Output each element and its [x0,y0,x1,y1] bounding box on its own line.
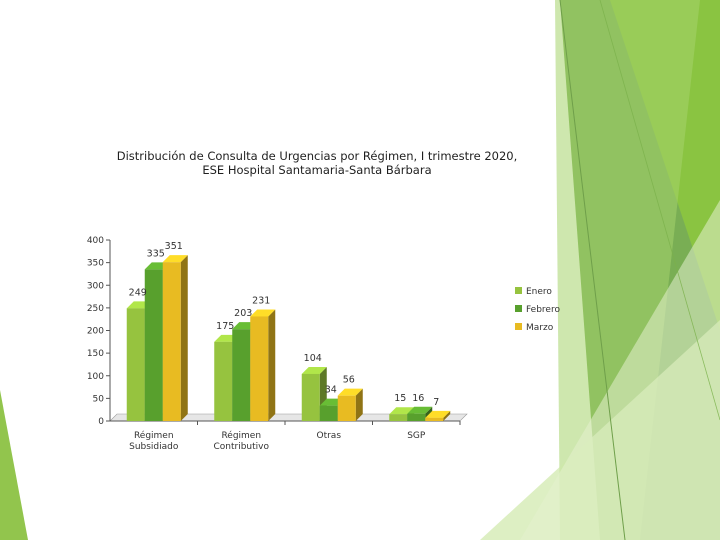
data-label: 175 [216,321,234,332]
bar-front [425,417,444,421]
bar-front [214,341,233,421]
legend-swatch [515,305,522,312]
bar-front [232,329,251,421]
bar [250,309,276,421]
bar [425,410,451,421]
deco-thin-line-b [599,0,720,421]
bar-top [389,407,415,415]
bar-front [162,262,181,421]
y-tick-label: 300 [87,281,104,291]
legend-swatch [515,323,522,330]
chart-legend: Enero Febrero Marzo [515,287,560,333]
x-category-label: Régimen [221,430,261,441]
bar-front [144,269,163,421]
bar-side [443,410,451,421]
chart-title-line: Distribución de Consulta de Urgencias po… [117,149,518,163]
data-label: 351 [165,241,183,252]
data-label: 335 [147,248,165,259]
y-tick-label: 150 [87,349,104,359]
bar-front [250,316,269,421]
data-label: 15 [394,393,406,404]
x-category-label: Otras [316,431,341,441]
legend-label: Febrero [526,305,560,315]
y-tick-label: 50 [93,394,105,404]
x-category-label: Régimen [134,430,174,441]
bar-front [301,373,320,421]
legend-label: Enero [526,287,552,297]
chart-bars [126,255,451,421]
x-category-label: SGP [407,431,426,441]
bar-front [319,405,338,421]
bar-top [162,255,188,263]
data-label: 7 [433,397,439,408]
data-label: 104 [304,353,322,364]
chart-title-line: ESE Hospital Santamaria-Santa Bárbara [202,163,431,177]
bar [337,388,363,421]
bar-top [407,406,433,414]
data-label: 16 [412,393,424,404]
bar-top [301,366,327,374]
data-label: 249 [129,287,147,298]
y-tick-label: 0 [98,417,104,427]
x-category-label: Contributivo [213,442,269,452]
y-tick-label: 400 [87,236,104,246]
bar-front [126,308,145,421]
deco-thin-line-a [559,0,626,540]
bar-top [425,410,451,418]
data-label: 203 [234,308,252,319]
bar-front [389,414,408,421]
data-label: 34 [325,385,337,396]
legend-label: Marzo [526,323,554,333]
y-tick-label: 250 [87,304,104,314]
bar-top [250,309,276,317]
bar-top [337,388,363,396]
y-tick-label: 200 [87,327,104,337]
data-label: 56 [343,375,355,386]
deco-right-light-band [555,0,700,540]
bar-front [407,413,426,421]
y-tick-label: 100 [87,372,104,382]
y-tick-label: 350 [87,259,104,269]
bar [162,255,188,421]
x-category-label: Subsidiado [129,442,179,452]
bar-side [268,309,276,421]
bar-side [180,255,188,421]
bar-side [355,388,363,421]
data-label: 231 [252,295,270,306]
deco-bottom-pale-band [520,200,720,540]
chart-axes: 050100150200250300350400RégimenSubsidiad… [87,236,468,452]
bar-front [337,395,356,421]
deco-left-band [0,390,28,540]
chart-title: Distribución de Consulta de Urgencias po… [117,149,518,177]
legend-swatch [515,287,522,294]
